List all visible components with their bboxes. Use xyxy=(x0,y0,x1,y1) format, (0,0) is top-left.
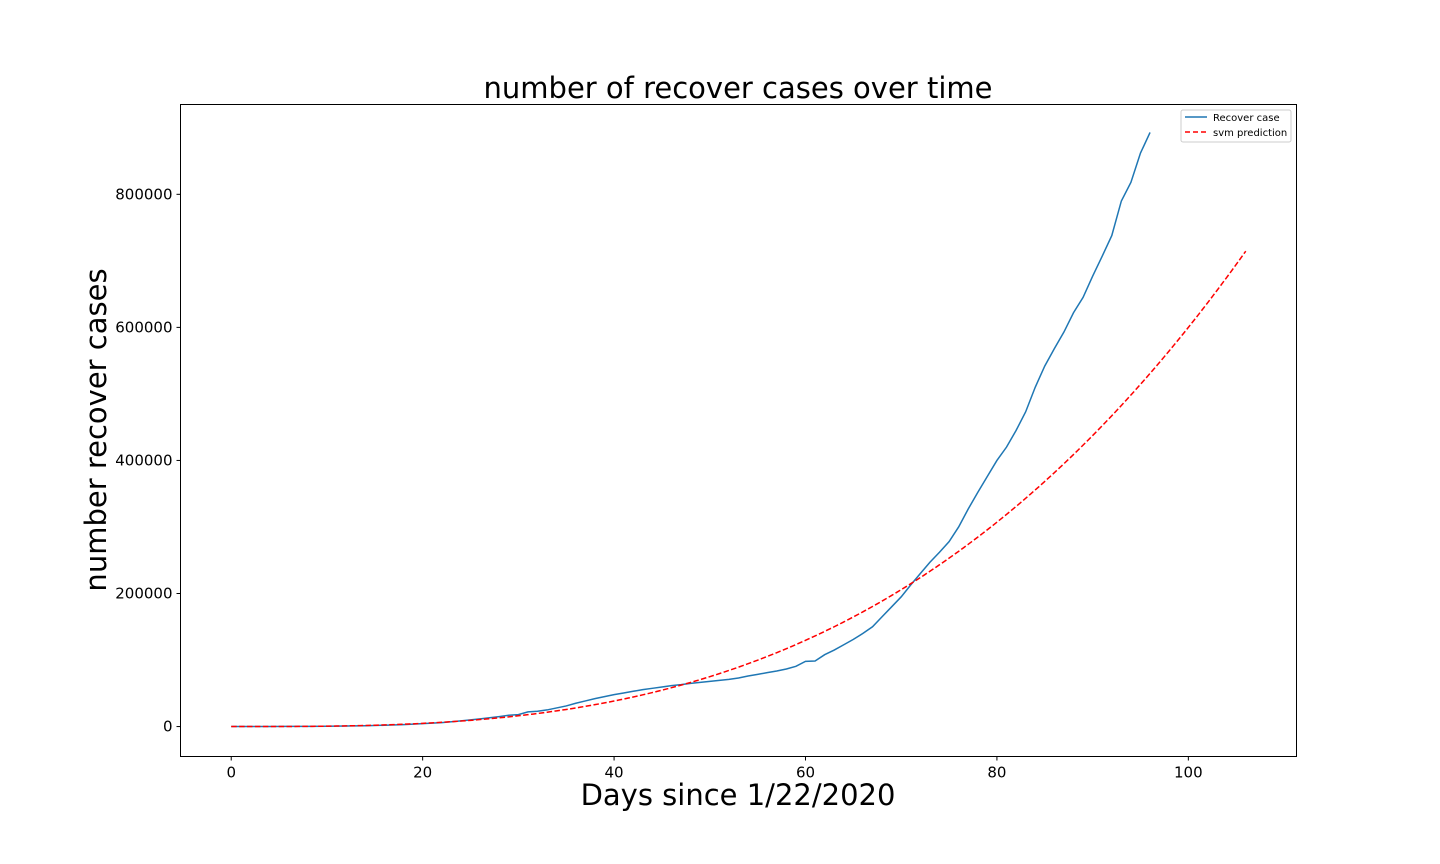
x-tick-label: 40 xyxy=(605,764,624,782)
x-tick-label: 0 xyxy=(226,764,236,782)
y-tick-label: 400000 xyxy=(115,451,172,469)
series-line-recover-case xyxy=(231,132,1151,728)
x-tick-label: 100 xyxy=(1174,764,1203,782)
x-tick-label: 60 xyxy=(796,764,815,782)
y-tick-label: 600000 xyxy=(115,318,172,336)
x-axis-label: Days since 1/22/2020 xyxy=(581,778,896,812)
y-tick-label: 800000 xyxy=(115,185,172,203)
legend-svm-label: svm prediction xyxy=(1213,128,1287,139)
y-tick-label: 200000 xyxy=(115,585,172,603)
plot-frame xyxy=(180,104,1297,757)
x-tick-label: 80 xyxy=(987,764,1006,782)
tick-layer: 0 20 40 60 80 100 0 200000 400000 600000 800000 xyxy=(115,185,1202,781)
x-tick-label: 20 xyxy=(413,764,432,782)
y-tick-label: 0 xyxy=(163,718,173,736)
legend-recover-label: Recover case xyxy=(1213,113,1280,124)
y-axis-label: number recover cases xyxy=(79,268,113,591)
legend: Recover case svm prediction xyxy=(1180,109,1292,143)
chart-title: number of recover cases over time xyxy=(484,71,993,105)
legend-box xyxy=(1180,109,1292,143)
series-layer xyxy=(231,132,1247,728)
series-line-svm-prediction xyxy=(231,250,1247,728)
